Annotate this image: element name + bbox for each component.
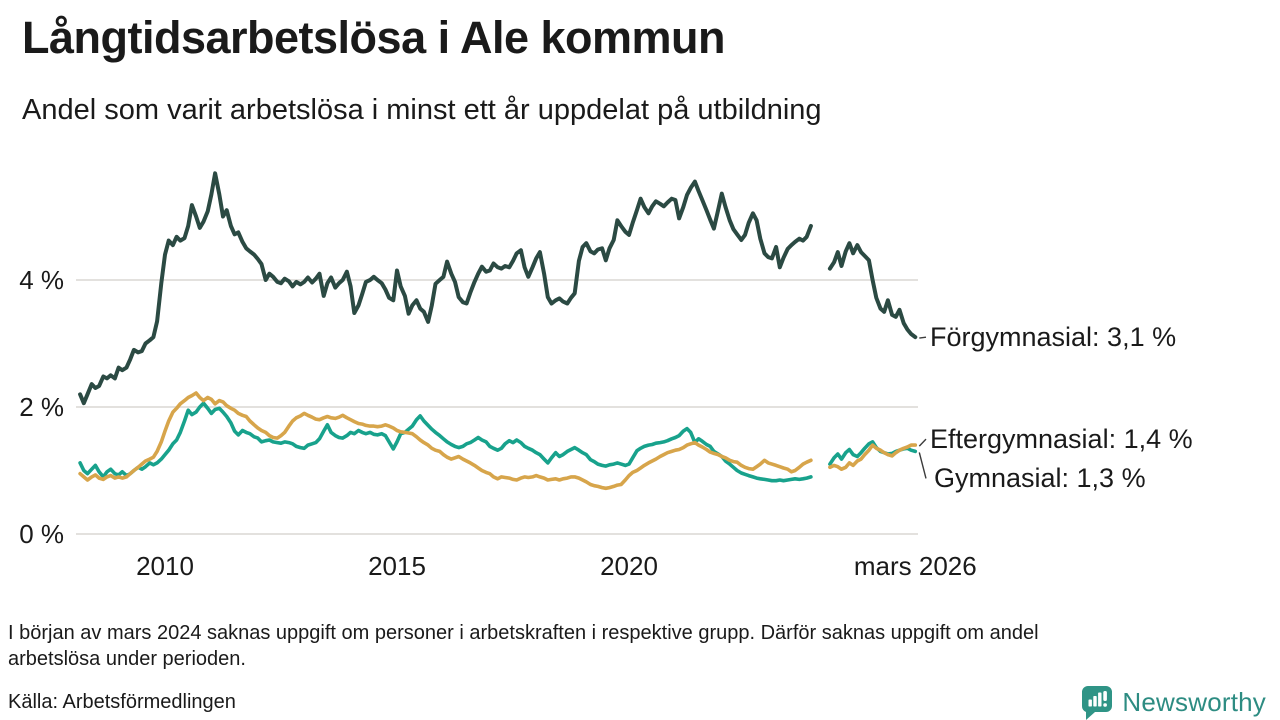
newsworthy-logo-icon (1082, 686, 1113, 720)
label-connector-line (918, 438, 927, 447)
source-text: Källa: Arbetsförmedlingen (8, 691, 236, 713)
page-subtitle: Andel som varit arbetslösa i minst ett å… (22, 94, 822, 126)
x-tick-label: 2010 (136, 551, 194, 581)
series-line-eftergymnasial (78, 391, 813, 491)
page-title: Långtidsarbetslösa i Ale kommun (22, 12, 725, 63)
series-line-gymnasial (78, 401, 813, 483)
series-line-förgymnasial (78, 171, 813, 406)
x-tick-label: mars 2026 (853, 551, 977, 581)
label-connector-line (919, 336, 927, 339)
series-line-eftergymnasial (828, 443, 918, 472)
x-tick-label: 2015 (368, 551, 426, 581)
series-line-förgymnasial (827, 241, 918, 340)
series-end-label-eftergymnasial: Eftergymnasial: 1,4 % (930, 424, 1193, 455)
y-tick-label: 4 % (19, 265, 64, 295)
y-tick-label: 0 % (19, 519, 64, 549)
series-end-label-gymnasial: Gymnasial: 1,3 % (934, 463, 1146, 494)
y-tick-label: 2 % (19, 392, 64, 422)
label-connector-line (918, 452, 927, 479)
newsworthy-logo-text: Newsworthy (1122, 686, 1266, 717)
series-end-label-förgymnasial: Förgymnasial: 3,1 % (930, 322, 1177, 353)
newsworthy-branding: Newsworthy (1080, 684, 1266, 720)
footnote-text: I början av mars 2024 saknas uppgift om … (8, 622, 1039, 670)
x-tick-label: 2020 (600, 551, 658, 581)
